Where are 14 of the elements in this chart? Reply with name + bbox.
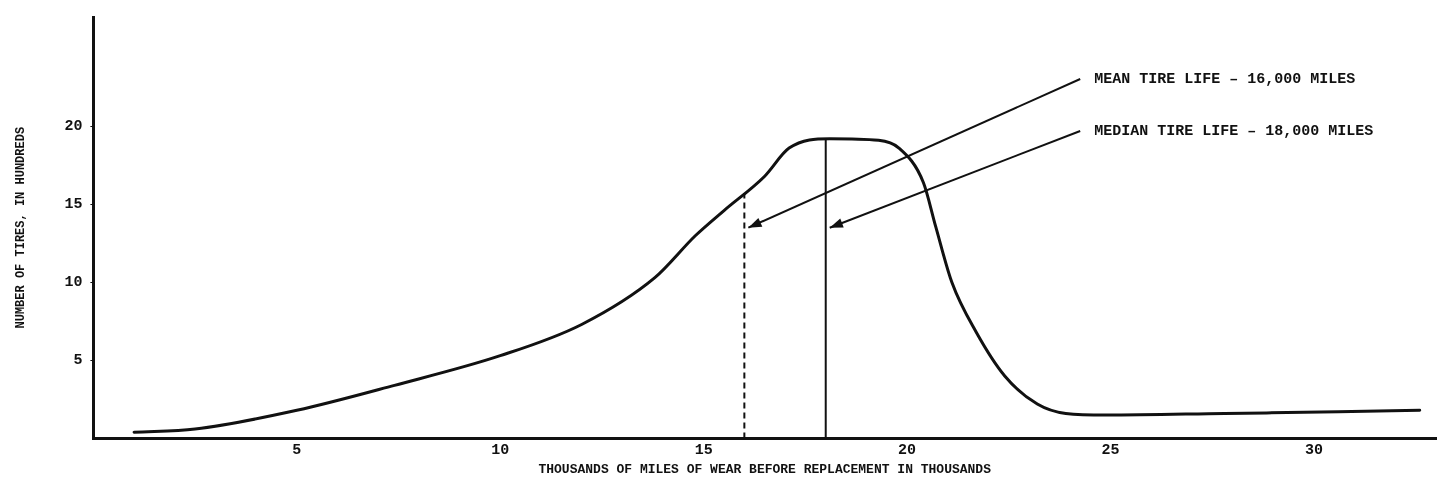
y-tick-label: 10: [64, 274, 83, 292]
x-tick-label: 15: [694, 442, 713, 460]
x-tick-label: 5: [292, 442, 302, 460]
x-tick-label: 20: [898, 442, 917, 460]
y-tick-label: 20: [64, 118, 83, 136]
y-axis-title: NUMBER OF TIRES, IN HUNDREDS: [14, 126, 29, 329]
y-tick-label: 5: [73, 352, 83, 370]
y-tick-label: 15: [64, 196, 83, 214]
x-tick-label: 10: [491, 442, 510, 460]
ref-line-label: MEAN TIRE LIFE – 16,000 MILES: [1094, 70, 1356, 88]
ref-line-label: MEDIAN TIRE LIFE – 18,000 MILES: [1094, 122, 1374, 140]
x-tick-label: 25: [1101, 442, 1120, 460]
x-axis-title: THOUSANDS OF MILES OF WEAR BEFORE REPLACEMENT IN THOUSANDS: [538, 462, 992, 478]
x-tick-label: 30: [1304, 442, 1323, 460]
